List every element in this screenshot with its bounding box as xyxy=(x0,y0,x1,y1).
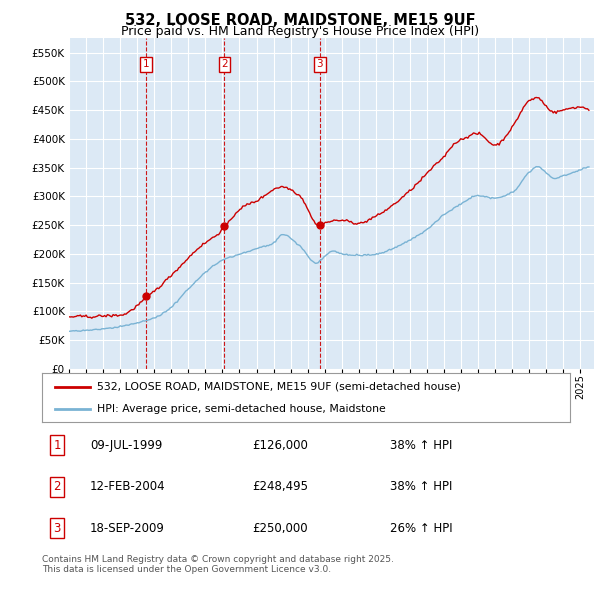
Text: 3: 3 xyxy=(53,522,61,535)
Text: 38% ↑ HPI: 38% ↑ HPI xyxy=(390,480,452,493)
Text: £248,495: £248,495 xyxy=(252,480,308,493)
Text: 1: 1 xyxy=(143,59,149,69)
Text: 532, LOOSE ROAD, MAIDSTONE, ME15 9UF (semi-detached house): 532, LOOSE ROAD, MAIDSTONE, ME15 9UF (se… xyxy=(97,382,461,392)
Text: 12-FEB-2004: 12-FEB-2004 xyxy=(90,480,166,493)
Text: 2: 2 xyxy=(221,59,228,69)
Text: 26% ↑ HPI: 26% ↑ HPI xyxy=(390,522,452,535)
Text: 2: 2 xyxy=(53,480,61,493)
Text: 38% ↑ HPI: 38% ↑ HPI xyxy=(390,439,452,452)
Text: 532, LOOSE ROAD, MAIDSTONE, ME15 9UF: 532, LOOSE ROAD, MAIDSTONE, ME15 9UF xyxy=(125,13,475,28)
Text: 3: 3 xyxy=(316,59,323,69)
Text: 18-SEP-2009: 18-SEP-2009 xyxy=(90,522,165,535)
Text: 09-JUL-1999: 09-JUL-1999 xyxy=(90,439,163,452)
Text: 1: 1 xyxy=(53,439,61,452)
Text: Contains HM Land Registry data © Crown copyright and database right 2025.
This d: Contains HM Land Registry data © Crown c… xyxy=(42,555,394,574)
Text: £126,000: £126,000 xyxy=(252,439,308,452)
Text: Price paid vs. HM Land Registry's House Price Index (HPI): Price paid vs. HM Land Registry's House … xyxy=(121,25,479,38)
Text: HPI: Average price, semi-detached house, Maidstone: HPI: Average price, semi-detached house,… xyxy=(97,404,386,414)
Text: £250,000: £250,000 xyxy=(252,522,308,535)
